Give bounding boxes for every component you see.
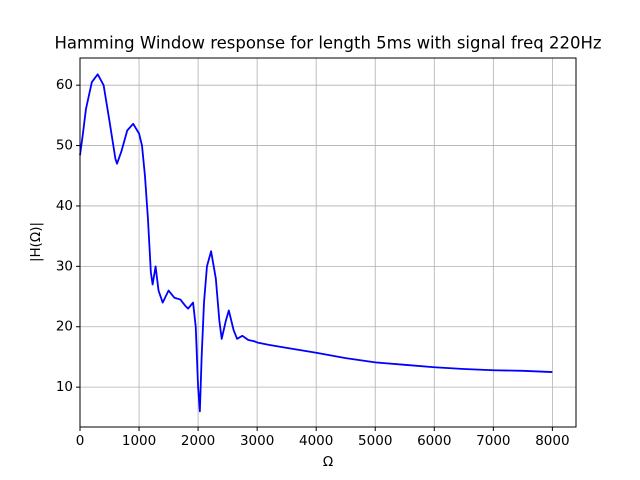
x-axis-label: Ω bbox=[323, 454, 333, 470]
x-tick-label: 5000 bbox=[358, 433, 392, 449]
x-tick-label: 6000 bbox=[417, 433, 451, 449]
axes-frame bbox=[79, 57, 577, 428]
x-tick-label: 2000 bbox=[181, 433, 215, 449]
x-tick-label: 7000 bbox=[476, 433, 510, 449]
y-tick-label: 10 bbox=[56, 379, 73, 395]
x-tick-label: 4000 bbox=[299, 433, 333, 449]
x-tick-label: 8000 bbox=[535, 433, 569, 449]
y-tick-label: 60 bbox=[56, 77, 73, 93]
x-tick-label: 1000 bbox=[122, 433, 156, 449]
data-line bbox=[79, 73, 553, 413]
y-tick-label: 40 bbox=[56, 198, 73, 214]
x-tick-label: 3000 bbox=[240, 433, 274, 449]
y-tick-label: 30 bbox=[56, 258, 73, 274]
chart-title: Hamming Window response for length 5ms w… bbox=[54, 34, 601, 53]
x-tick-label: 0 bbox=[76, 433, 85, 449]
y-tick-label: 50 bbox=[56, 138, 73, 154]
y-tick-label: 20 bbox=[56, 319, 73, 335]
y-axis-label: |H(Ω)| bbox=[28, 222, 44, 262]
